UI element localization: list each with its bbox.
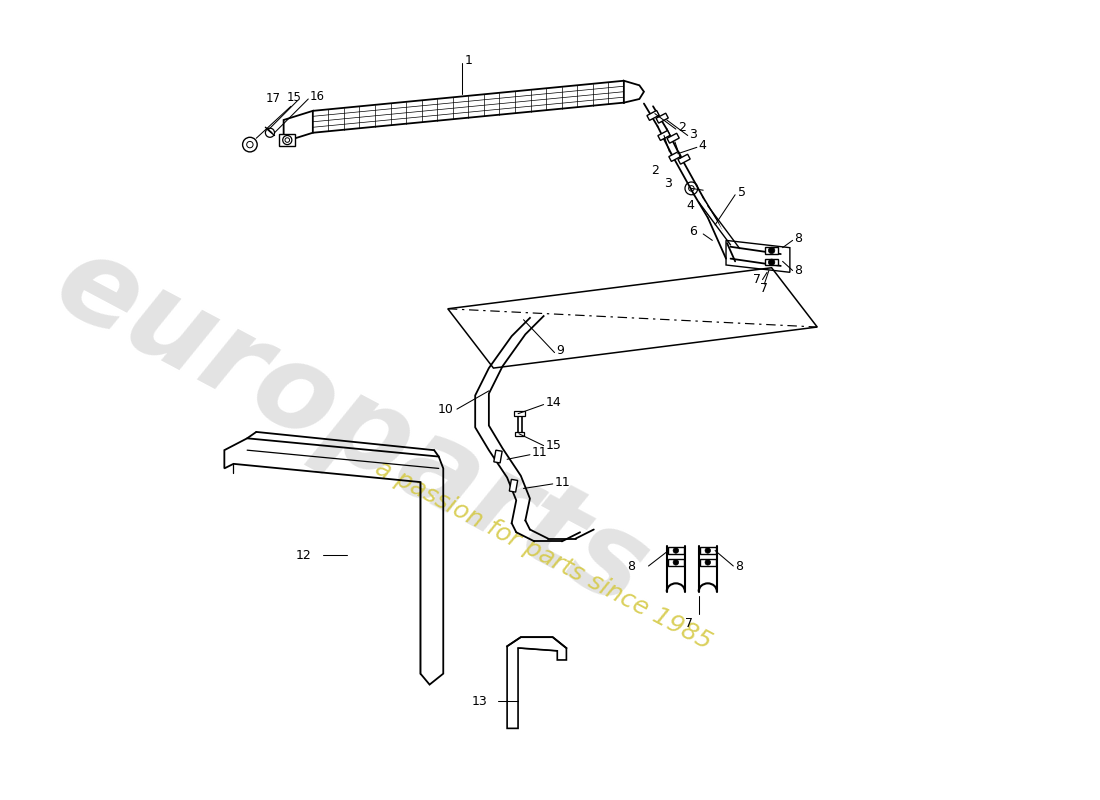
Polygon shape xyxy=(668,547,684,554)
Text: 8: 8 xyxy=(627,559,635,573)
Text: 4: 4 xyxy=(686,199,695,212)
Polygon shape xyxy=(667,134,679,143)
Text: 11: 11 xyxy=(531,446,548,459)
Polygon shape xyxy=(700,558,716,566)
Text: 8: 8 xyxy=(735,559,744,573)
Text: 15: 15 xyxy=(546,439,561,452)
Text: 10: 10 xyxy=(438,402,453,416)
Polygon shape xyxy=(700,547,716,554)
Text: 14: 14 xyxy=(546,396,561,410)
Text: 7: 7 xyxy=(754,273,761,286)
Text: 3: 3 xyxy=(664,178,672,190)
Polygon shape xyxy=(284,111,312,142)
Text: 9: 9 xyxy=(557,344,564,358)
Text: 11: 11 xyxy=(554,475,570,489)
Polygon shape xyxy=(668,558,684,566)
Polygon shape xyxy=(656,113,669,123)
Polygon shape xyxy=(494,450,503,463)
Text: 15: 15 xyxy=(286,90,301,104)
Text: 12: 12 xyxy=(296,549,311,562)
Circle shape xyxy=(673,560,679,565)
Polygon shape xyxy=(764,259,779,266)
Text: 6: 6 xyxy=(690,225,697,238)
Text: 4: 4 xyxy=(698,139,706,152)
Polygon shape xyxy=(669,151,681,162)
Polygon shape xyxy=(678,154,690,164)
Text: 5: 5 xyxy=(738,186,746,198)
Circle shape xyxy=(769,259,774,266)
Polygon shape xyxy=(279,134,296,146)
Circle shape xyxy=(673,548,679,554)
Text: a passion for parts since 1985: a passion for parts since 1985 xyxy=(371,456,716,654)
Text: 3: 3 xyxy=(690,128,697,141)
Polygon shape xyxy=(515,432,525,437)
Circle shape xyxy=(705,548,711,554)
Text: 8: 8 xyxy=(794,232,802,245)
Text: 2: 2 xyxy=(678,121,685,134)
Text: 7: 7 xyxy=(685,617,693,630)
Text: 13: 13 xyxy=(471,694,487,707)
Circle shape xyxy=(769,247,774,254)
Polygon shape xyxy=(624,81,644,102)
Polygon shape xyxy=(658,130,670,141)
Text: 8: 8 xyxy=(794,264,802,277)
Circle shape xyxy=(705,560,711,565)
Polygon shape xyxy=(764,247,779,254)
Text: europarts: europarts xyxy=(37,223,667,631)
Polygon shape xyxy=(509,479,518,492)
Polygon shape xyxy=(647,110,659,120)
Text: 17: 17 xyxy=(265,93,280,106)
Text: 2: 2 xyxy=(651,164,659,177)
Text: 1: 1 xyxy=(464,54,472,67)
Polygon shape xyxy=(515,411,526,417)
Text: 16: 16 xyxy=(309,90,324,102)
Text: 7: 7 xyxy=(760,282,768,295)
